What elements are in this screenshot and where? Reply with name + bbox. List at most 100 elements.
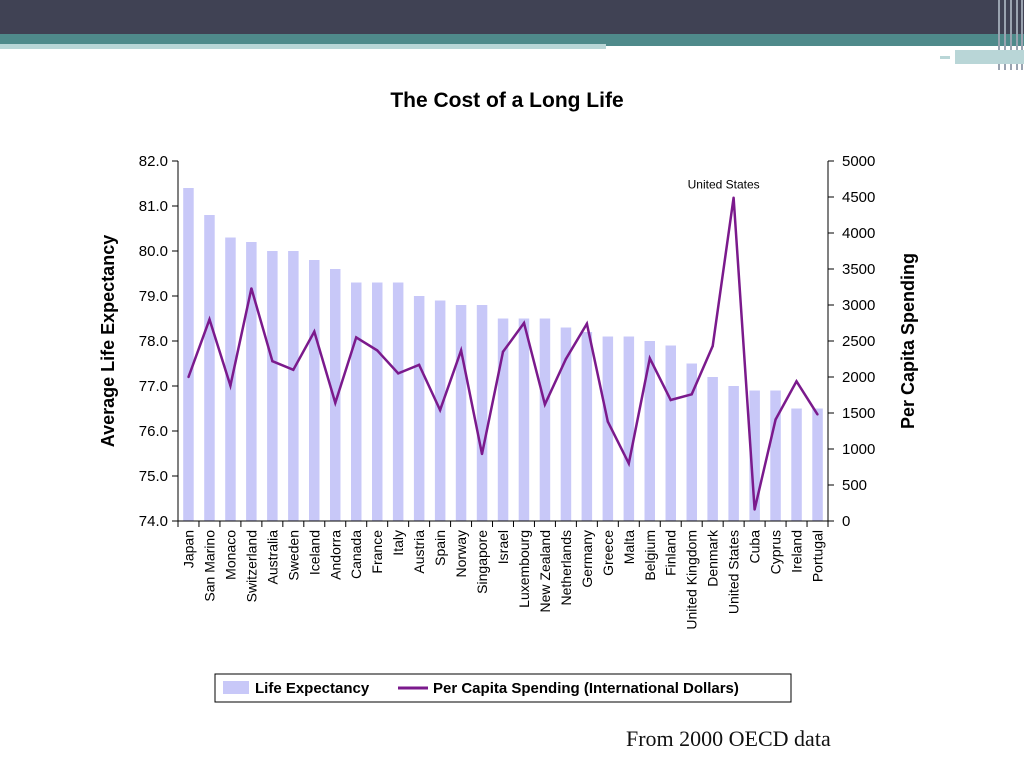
spending-point-cuba bbox=[753, 508, 756, 511]
x-tick-label-denmark: Denmark bbox=[705, 529, 721, 587]
y2-tick-label: 1500 bbox=[842, 405, 875, 422]
spending-point-united-states bbox=[732, 196, 735, 199]
bar-singapore bbox=[476, 305, 488, 521]
x-tick-label-france: France bbox=[369, 530, 385, 574]
life-expectancy-chart: The Cost of a Long Life 74.0 75.0 76.0 77.0… bbox=[98, 89, 918, 703]
y-axis-label: Average Life Expectancy bbox=[98, 235, 118, 447]
spending-point-portugal bbox=[816, 413, 819, 416]
spending-point-norway bbox=[459, 349, 463, 352]
bar-iceland bbox=[309, 260, 320, 521]
bar-sweden bbox=[288, 251, 299, 521]
spending-point-iceland bbox=[313, 330, 316, 333]
bar-france bbox=[372, 282, 383, 521]
bar-denmark bbox=[707, 377, 718, 521]
bar-andorra bbox=[330, 269, 341, 521]
legend-label-life-expectancy: Life Expectancy bbox=[255, 680, 370, 697]
y-tick-label: 82.0 bbox=[139, 153, 168, 170]
bar-italy bbox=[392, 282, 404, 521]
x-tick-label-andorra: Andorra bbox=[327, 530, 343, 580]
slide-corner-ornament bbox=[992, 0, 1024, 70]
y2-tick-label: 1000 bbox=[842, 441, 875, 458]
bar-netherlands bbox=[560, 327, 572, 521]
y2-tick-label: 2000 bbox=[842, 369, 875, 386]
y2-tick-label: 4000 bbox=[842, 225, 875, 242]
x-tick-label-norway: Norway bbox=[453, 530, 469, 577]
spending-point-cyprus bbox=[774, 418, 777, 421]
x-tick-label-canada: Canada bbox=[348, 530, 364, 579]
x-tick-label-ireland: Ireland bbox=[789, 530, 805, 573]
bar-germany bbox=[581, 332, 593, 521]
bar-japan bbox=[183, 188, 194, 521]
spending-point-greece bbox=[606, 420, 609, 423]
slide-top-bar bbox=[0, 0, 1024, 34]
bar-portugal bbox=[812, 408, 823, 521]
y2-tick-label: 4500 bbox=[842, 189, 875, 206]
spending-point-israel bbox=[501, 350, 505, 353]
y2-axis-label: Per Capita Spending bbox=[898, 253, 918, 429]
x-tick-label-new-zealand: New Zealand bbox=[537, 530, 553, 613]
bar-new-zealand bbox=[539, 318, 551, 521]
spending-point-belgium bbox=[648, 357, 651, 360]
y-tick-label: 74.0 bbox=[139, 513, 168, 530]
y-tick-label: 81.0 bbox=[139, 198, 168, 215]
x-tick-label-cyprus: Cyprus bbox=[768, 530, 784, 574]
spending-point-finland bbox=[669, 398, 672, 402]
x-tick-label-italy: Italy bbox=[390, 530, 406, 556]
y2-tick-label: 0 bbox=[842, 513, 850, 530]
chart-title: The Cost of a Long Life bbox=[390, 89, 623, 112]
spending-point-austria bbox=[417, 363, 421, 366]
spending-point-france bbox=[376, 349, 379, 352]
labels-layer: Japan San Marino Monaco Switzerland Australi… bbox=[181, 178, 826, 630]
chart-legend: Life Expectancy Per Capita Spending (Int… bbox=[214, 673, 792, 703]
source-footnote: From 2000 OECD data bbox=[626, 726, 831, 751]
y-tick-label: 76.0 bbox=[139, 423, 168, 440]
bar-australia bbox=[267, 251, 278, 521]
spending-point-sweden bbox=[292, 368, 295, 371]
x-tick-label-spain: Spain bbox=[432, 530, 448, 566]
bar-switzerland bbox=[246, 242, 257, 521]
spending-point-ireland bbox=[795, 380, 798, 383]
bar-greece bbox=[602, 336, 614, 521]
spending-point-australia bbox=[271, 360, 274, 363]
spending-point-malta bbox=[627, 462, 630, 465]
spending-point-singapore bbox=[480, 452, 484, 456]
x-tick-label-singapore: Singapore bbox=[474, 530, 490, 594]
bar-cuba bbox=[749, 390, 760, 521]
y2-tick-label: 5000 bbox=[842, 153, 875, 170]
x-tick-label-united-kingdom: United Kingdom bbox=[684, 530, 700, 630]
spending-point-denmark bbox=[711, 344, 714, 348]
bar-finland bbox=[665, 345, 676, 521]
bar-ireland bbox=[791, 408, 802, 521]
spending-point-san-marino bbox=[208, 318, 211, 321]
y-tick-label: 80.0 bbox=[139, 243, 168, 260]
bar-monaco bbox=[225, 237, 236, 521]
x-tick-label-san-marino: San Marino bbox=[202, 530, 218, 602]
x-tick-label-sweden: Sweden bbox=[285, 530, 301, 581]
bars-layer bbox=[183, 188, 823, 521]
spending-point-germany bbox=[585, 322, 589, 325]
x-tick-label-belgium: Belgium bbox=[642, 530, 658, 581]
x-tick-label-japan: Japan bbox=[181, 530, 197, 568]
legend-frame bbox=[214, 673, 792, 703]
bar-san-marino bbox=[204, 215, 215, 521]
spending-point-italy bbox=[397, 372, 400, 375]
y-tick-label: 79.0 bbox=[139, 288, 168, 305]
x-tick-label-iceland: Iceland bbox=[306, 530, 322, 575]
bar-austria bbox=[413, 296, 425, 521]
bar-canada bbox=[351, 282, 362, 521]
x-tick-label-austria: Austria bbox=[411, 530, 427, 574]
spending-point-united-kingdom bbox=[690, 393, 693, 396]
y-tick-label: 75.0 bbox=[139, 468, 168, 485]
y-tick-label: 78.0 bbox=[139, 333, 168, 350]
bar-norway bbox=[455, 305, 467, 521]
annotation-united-states: United States bbox=[688, 178, 760, 192]
x-tick-label-switzerland: Switzerland bbox=[243, 530, 259, 602]
spending-point-netherlands bbox=[564, 357, 568, 361]
x-tick-label-malta: Malta bbox=[621, 530, 637, 564]
bar-united-kingdom bbox=[686, 363, 697, 521]
y2-tick-label: 3000 bbox=[842, 297, 875, 314]
spending-point-canada bbox=[355, 336, 358, 339]
spending-point-new-zealand bbox=[543, 403, 547, 406]
slide-corner-dash bbox=[940, 56, 950, 59]
y2-tick-label: 500 bbox=[842, 477, 867, 494]
